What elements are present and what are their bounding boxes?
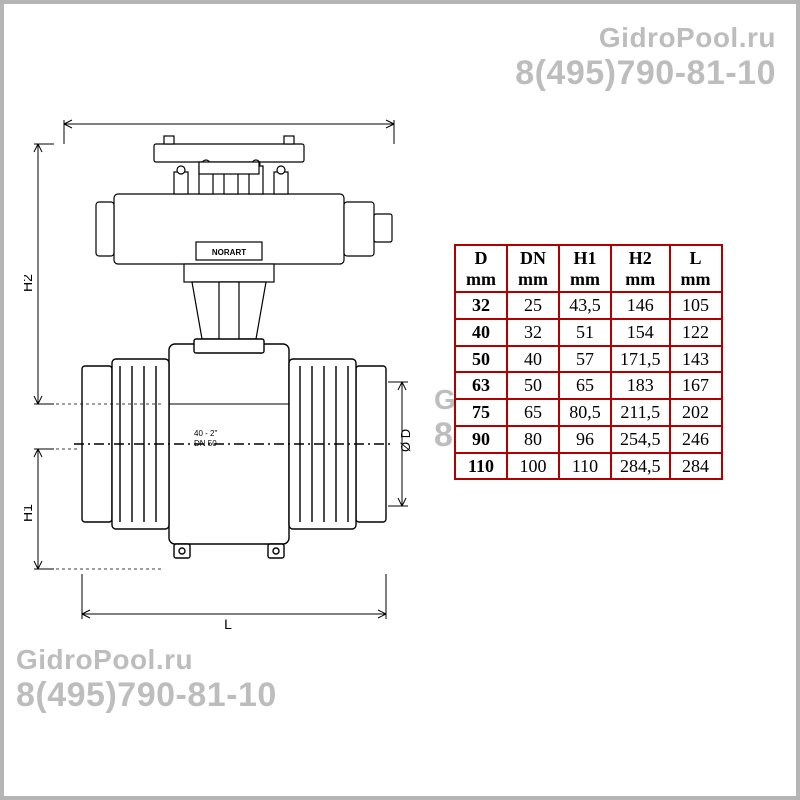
col-h1: H1mm: [559, 245, 611, 292]
watermark-phone: 8(495)790-81-10: [515, 54, 776, 93]
table-row: 75 65 80,5 211,5 202: [455, 399, 722, 426]
table-row: 63 50 65 183 167: [455, 372, 722, 399]
dimensions-table: Dmm DNmm H1mm H2mm Lmm 32 25 43,5 146 10…: [454, 244, 723, 480]
table-row: 90 80 96 254,5 246: [455, 426, 722, 453]
table-row: 32 25 43,5 146 105: [455, 292, 722, 319]
valve-size-label-1: 40 - 2": [194, 429, 217, 438]
dim-d-label: Ø D: [398, 429, 413, 452]
dim-h1-label: H1: [24, 504, 35, 522]
table-header-row: Dmm DNmm H1mm H2mm Lmm: [455, 245, 722, 292]
table-row: 50 40 57 171,5 143: [455, 346, 722, 373]
watermark-bottom: GidroPool.ru 8(495)790-81-10: [16, 644, 277, 715]
table-row: 40 32 51 154 122: [455, 319, 722, 346]
dim-l-label: L: [224, 616, 232, 632]
col-dn: DNmm: [507, 245, 559, 292]
drawing-svg: H2 H1 L: [24, 114, 424, 634]
table-body: 32 25 43,5 146 105 40 32 51 154 122 50 4…: [455, 292, 722, 479]
watermark-top: GidroPool.ru 8(495)790-81-10: [515, 22, 776, 93]
watermark-phone: 8(495)790-81-10: [16, 676, 277, 715]
table-row: 110 100 110 284,5 284: [455, 453, 722, 480]
valve-size-label-2: DN 50: [194, 439, 217, 448]
brand-label: NORART: [212, 248, 246, 257]
technical-drawing: H2 H1 L: [24, 114, 424, 634]
col-d: Dmm: [455, 245, 507, 292]
col-h2: H2mm: [611, 245, 670, 292]
watermark-site: GidroPool.ru: [515, 22, 776, 54]
dim-h2-label: H2: [24, 274, 35, 292]
watermark-site: GidroPool.ru: [16, 644, 277, 676]
col-l: Lmm: [670, 245, 722, 292]
